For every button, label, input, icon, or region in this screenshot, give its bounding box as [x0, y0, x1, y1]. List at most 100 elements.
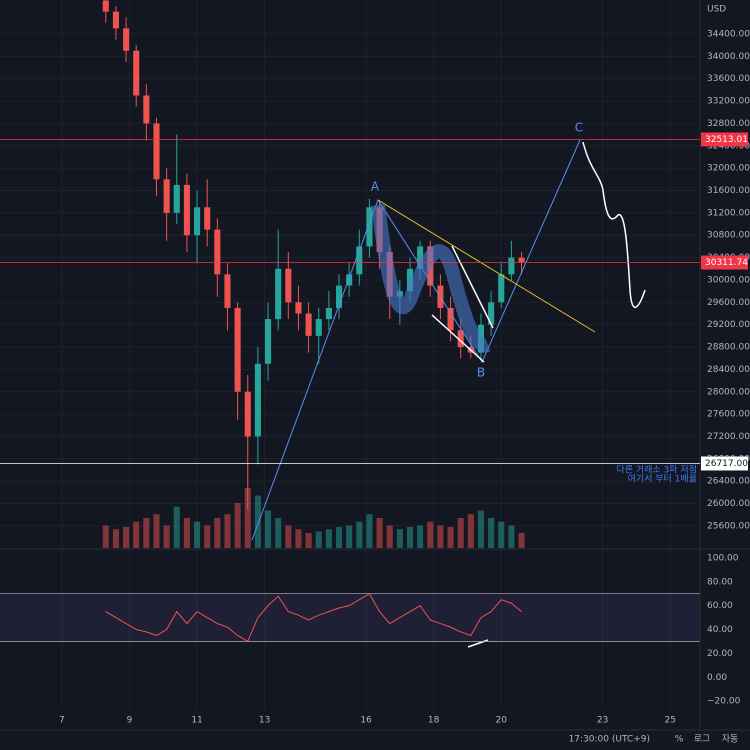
- candle-body: [153, 123, 160, 180]
- volume-bar: [498, 521, 505, 548]
- channel-line: [431, 245, 494, 363]
- candle-body: [335, 285, 343, 308]
- candle-body: [457, 330, 464, 348]
- candle-body: [295, 302, 302, 314]
- projection: [582, 141, 646, 308]
- y-tick-label: 31600.00: [707, 186, 750, 196]
- percent-button[interactable]: %: [675, 735, 684, 745]
- y-tick-label: 31200.00: [707, 208, 750, 218]
- rsi-line: [105, 593, 522, 643]
- volume-bar: [457, 518, 464, 548]
- volume-bar: [194, 521, 201, 548]
- note: 다른 거래소 3파 저점: [616, 464, 697, 476]
- y-tick-label: 30000.00: [707, 275, 750, 285]
- rsi-tick-label: 100.00: [707, 553, 739, 563]
- candle-body: [508, 257, 515, 275]
- price-label-box: [701, 456, 748, 471]
- volume-bar: [335, 527, 343, 548]
- candle-body: [518, 257, 525, 263]
- volume-bar: [153, 514, 160, 548]
- y-tick-label: 30800.00: [707, 231, 750, 241]
- x-tick-label: 13: [259, 716, 270, 726]
- y-tick-label: 33600.00: [707, 74, 750, 84]
- x-tick-label: 20: [496, 716, 508, 726]
- price-label-box: [701, 255, 748, 270]
- volume-bar: [315, 531, 322, 548]
- volume-bar: [477, 510, 485, 548]
- candle-body: [305, 313, 312, 336]
- candle-body: [112, 11, 119, 29]
- candle-body: [346, 274, 353, 286]
- y-tick-label: 32000.00: [707, 164, 750, 174]
- volume-bar: [467, 514, 474, 548]
- candle-body: [356, 246, 363, 275]
- volume-bar: [264, 510, 272, 548]
- volume-bar: [123, 527, 130, 548]
- candle-body: [244, 391, 251, 437]
- currency: USD: [707, 5, 726, 15]
- y-tick-label: 34000.00: [707, 52, 750, 62]
- x-tick-label: 23: [597, 716, 608, 726]
- rsi-tick-label: 0.00: [707, 673, 727, 683]
- candle-body: [194, 207, 201, 236]
- volume-bar: [396, 529, 403, 548]
- grid: [0, 0, 700, 710]
- candle-body: [264, 319, 272, 364]
- y-tick-label: 28000.00: [707, 387, 750, 397]
- volume-bar: [173, 506, 180, 548]
- volume-bar: [275, 518, 282, 548]
- candle-body: [133, 50, 140, 96]
- volume-bar: [183, 518, 190, 548]
- y-tick-label: 27200.00: [707, 432, 750, 442]
- volume-bar: [437, 525, 444, 548]
- volume-bar: [305, 533, 312, 548]
- wave-line: [251, 139, 581, 541]
- auto-button[interactable]: 자동: [722, 734, 739, 745]
- candle-body: [488, 302, 495, 325]
- volume-bar: [143, 518, 150, 548]
- label-a: A: [371, 180, 380, 194]
- y-tick-label: 26000.00: [707, 499, 750, 509]
- candle-body: [275, 268, 282, 320]
- candle-body: [315, 319, 322, 336]
- candle-body: [417, 246, 424, 269]
- candle-body: [102, 0, 109, 12]
- log-button[interactable]: 로그: [694, 735, 711, 745]
- candle-body: [234, 307, 241, 392]
- y-tick-label: 26400.00: [707, 477, 750, 487]
- volume-bar: [346, 525, 353, 548]
- volume-bar: [163, 525, 170, 548]
- volume-bar: [406, 527, 414, 548]
- candle-body: [143, 95, 150, 124]
- candle-body: [498, 274, 505, 303]
- x-tick-label: 9: [127, 716, 133, 726]
- y-tick-label: 32800.00: [707, 119, 750, 129]
- y-tick-label: 34400.00: [707, 29, 750, 39]
- y-tick-label: 29600.00: [707, 298, 750, 308]
- volume-bar: [102, 525, 109, 548]
- volume-bar: [133, 521, 140, 548]
- y-tick-label: 25600.00: [707, 521, 750, 531]
- y-tick-label: 29200.00: [707, 320, 750, 330]
- price-label-box: [701, 132, 748, 147]
- time: 17:30:00 (UTC+9): [569, 735, 650, 745]
- candle-body: [224, 274, 231, 308]
- y-tick-label: 33200.00: [707, 97, 750, 107]
- candle-body: [366, 207, 373, 247]
- volume-bar: [295, 529, 302, 548]
- x-tick-label: 18: [428, 716, 440, 726]
- candle-body: [123, 28, 130, 51]
- wave-highlight: [371, 204, 491, 353]
- label-c: C: [575, 121, 583, 135]
- volume-bar: [214, 518, 221, 548]
- volume-bar: [447, 527, 454, 548]
- rsi-pane: [0, 593, 700, 643]
- y-tick-label: 28800.00: [707, 343, 750, 353]
- volume-bar: [366, 514, 373, 548]
- rsi-tick-label: 20.00: [707, 649, 733, 659]
- candle-body: [183, 184, 190, 236]
- x-tick-label: 16: [360, 716, 372, 726]
- candle-body: [173, 184, 180, 213]
- volume-bar: [417, 525, 424, 548]
- volume-bar: [508, 525, 515, 548]
